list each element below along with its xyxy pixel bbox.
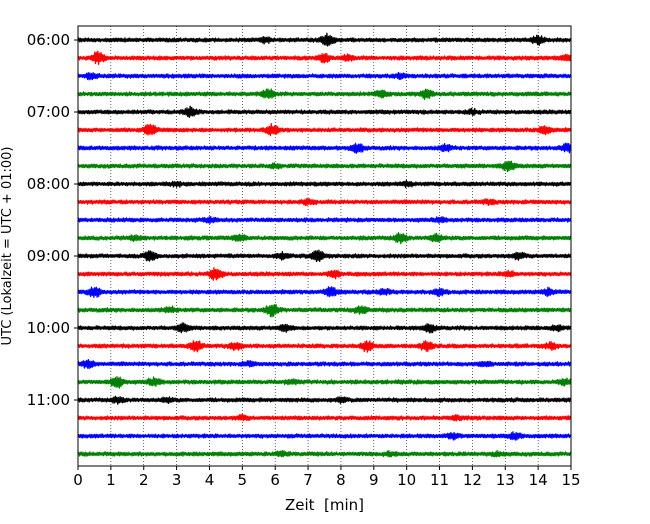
plot-background xyxy=(78,26,571,466)
x-axis-ticks: 0 1 2 3 4 5 6 7 8 9 10 11 12 13 14 15 xyxy=(73,466,581,489)
trace-row xyxy=(77,267,572,281)
y-tick-label: 10:00 xyxy=(27,319,70,337)
y-tick-label: 11:00 xyxy=(27,391,70,409)
y-axis-label: UTC (Lokalzeit = UTC + 01:00) xyxy=(0,147,15,346)
vertical-gridlines xyxy=(110,26,539,466)
trace-row xyxy=(77,142,572,154)
seismogram-traces xyxy=(77,32,572,458)
trace-row xyxy=(77,413,572,422)
y-axis-ticks: 06:00 07:00 08:00 09:00 10:00 11:00 xyxy=(27,31,78,409)
trace-row xyxy=(77,179,572,189)
trace-row xyxy=(77,71,572,81)
x-axis-label: Zeit [min] xyxy=(285,496,364,514)
trace-row xyxy=(77,32,572,47)
x-tick-label: 14 xyxy=(529,471,548,489)
x-tick-label: 6 xyxy=(270,471,280,489)
x-tick-label: 11 xyxy=(430,471,449,489)
trace-row xyxy=(77,122,572,137)
trace-row xyxy=(77,216,572,225)
y-tick-label: 07:00 xyxy=(27,103,70,121)
x-tick-label: 4 xyxy=(205,471,215,489)
trace-row xyxy=(77,322,572,334)
trace-row xyxy=(77,50,572,66)
x-tick-label: 3 xyxy=(172,471,182,489)
y-tick-label: 06:00 xyxy=(27,31,70,49)
trace-row xyxy=(77,160,572,173)
x-tick-label: 2 xyxy=(139,471,149,489)
trace-row xyxy=(77,449,572,458)
trace-row xyxy=(77,358,572,370)
trace-row xyxy=(77,431,572,441)
x-tick-label: 1 xyxy=(106,471,116,489)
y-tick-label: 09:00 xyxy=(27,247,70,265)
trace-row xyxy=(77,340,572,353)
x-tick-label: 10 xyxy=(397,471,416,489)
trace-row xyxy=(77,249,572,263)
plot-frame xyxy=(77,25,572,467)
trace-row xyxy=(77,376,572,389)
x-tick-label: 13 xyxy=(496,471,515,489)
trace-row xyxy=(77,232,572,245)
x-tick-label: 12 xyxy=(463,471,482,489)
y-tick-label: 08:00 xyxy=(27,175,70,193)
x-tick-label: 7 xyxy=(303,471,313,489)
trace-row xyxy=(77,197,572,207)
trace-row xyxy=(77,303,572,318)
x-tick-label: 15 xyxy=(561,471,580,489)
trace-row xyxy=(77,395,572,405)
trace-row xyxy=(77,286,572,298)
x-tick-label: 9 xyxy=(369,471,379,489)
trace-row xyxy=(77,105,572,119)
x-tick-label: 0 xyxy=(73,471,83,489)
x-tick-label: 8 xyxy=(336,471,346,489)
x-tick-label: 5 xyxy=(238,471,248,489)
trace-row xyxy=(77,88,572,100)
